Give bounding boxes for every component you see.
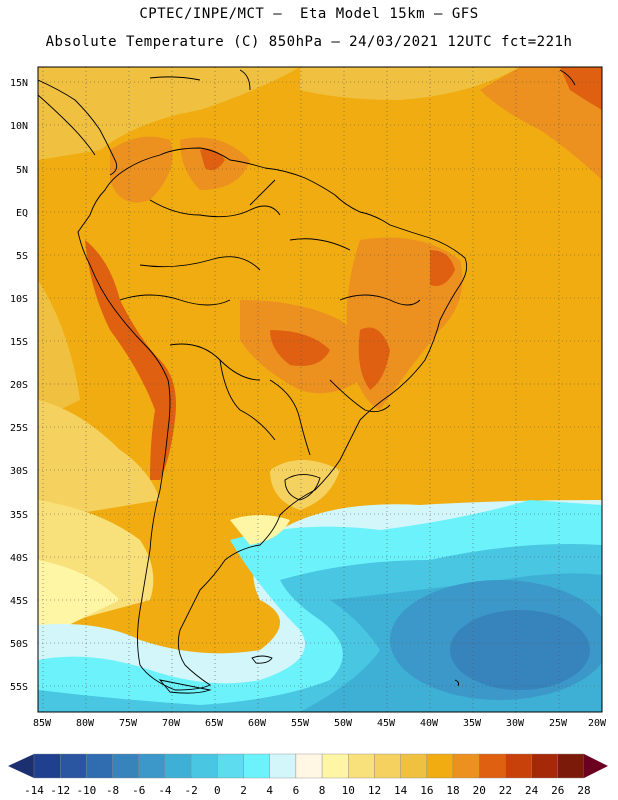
latitude-labels: 15N 10N 5N EQ 5S 10S 15S 20S 25S 30S 35S… <box>10 78 28 693</box>
colorbar-label: -6 <box>132 784 145 797</box>
lon-label: 55W <box>291 718 310 729</box>
lon-label: 25W <box>549 718 568 729</box>
colorbar-swatch <box>479 753 506 779</box>
colorbar-swatch <box>374 753 401 779</box>
colorbar-swatch <box>269 753 297 779</box>
temperature-field <box>38 67 602 712</box>
lon-label: 20W <box>588 718 607 729</box>
lat-label: 10N <box>10 121 28 132</box>
colorbar-swatch <box>321 753 349 779</box>
lat-label: 35S <box>10 510 28 521</box>
colorbar-label: 4 <box>266 784 273 797</box>
colorbar-label: 2 <box>240 784 247 797</box>
lat-label: 5N <box>16 165 28 176</box>
map-frame <box>37 66 603 713</box>
colorbar: -14 -12 -10 -8 -6 -4 -2 0 2 4 6 8 10 12 14 16 18 20 22 24 26… <box>8 753 608 797</box>
lon-label: 75W <box>119 718 138 729</box>
colorbar-label: -4 <box>158 784 172 797</box>
coastlines <box>38 69 576 694</box>
lat-label: 15N <box>10 78 28 89</box>
lat-label: 25S <box>10 423 28 434</box>
colorbar-swatch <box>295 753 323 779</box>
lon-label: 35W <box>463 718 482 729</box>
colorbar-label: -2 <box>185 784 198 797</box>
colorbar-swatch <box>400 753 428 779</box>
colorbar-label: 18 <box>446 784 459 797</box>
colorbar-label: 8 <box>319 784 326 797</box>
lon-label: 70W <box>162 718 181 729</box>
colorbar-swatch <box>348 753 375 779</box>
lat-label: 15S <box>10 337 28 348</box>
lon-label: 80W <box>76 718 95 729</box>
colorbar-swatch <box>190 753 218 779</box>
lat-label: 10S <box>10 294 28 305</box>
colorbar-min-arrow <box>8 754 34 778</box>
colorbar-label: 20 <box>473 784 486 797</box>
lat-label: EQ <box>16 208 28 219</box>
longitude-labels: 85W 80W 75W 70W 65W 60W 55W 50W 45W 40W … <box>33 718 607 729</box>
lat-label: 30S <box>10 466 28 477</box>
colorbar-label: 0 <box>214 784 221 797</box>
colorbar-swatch <box>164 753 192 779</box>
colorbar-swatch <box>86 753 113 779</box>
lon-label: 60W <box>248 718 267 729</box>
chart-title: CPTEC/INPE/MCT – Eta Model 15km – GFS <box>139 6 479 22</box>
colorbar-swatch <box>243 753 270 779</box>
colorbar-swatch <box>112 753 139 779</box>
colorbar-label: -12 <box>50 784 70 797</box>
lat-label: 50S <box>10 639 28 650</box>
colorbar-label: 22 <box>499 784 512 797</box>
colorbar-label: 12 <box>368 784 381 797</box>
lon-label: 50W <box>334 718 353 729</box>
colorbar-swatch <box>59 753 87 779</box>
colorbar-max-arrow <box>584 754 608 778</box>
lon-label: 45W <box>377 718 396 729</box>
lat-label: 55S <box>10 682 28 693</box>
colorbar-label: -14 <box>24 784 44 797</box>
colorbar-label: 28 <box>577 784 590 797</box>
chart-subtitle: Absolute Temperature (C) 850hPa – 24/03/… <box>45 34 573 50</box>
lon-label: 85W <box>33 718 52 729</box>
lon-label: 30W <box>506 718 525 729</box>
colorbar-label: -8 <box>106 784 119 797</box>
lon-label: 40W <box>420 718 439 729</box>
colorbar-label: -10 <box>76 784 96 797</box>
colorbar-swatch <box>138 753 166 779</box>
colorbar-label: 14 <box>394 784 408 797</box>
colorbar-label: 10 <box>342 784 355 797</box>
colorbar-swatch <box>557 753 585 779</box>
colorbar-swatch <box>531 753 559 779</box>
colorbar-swatch <box>505 753 532 779</box>
lat-label: 5S <box>16 251 28 262</box>
lat-label: 20S <box>10 380 28 391</box>
lat-label: 40S <box>10 553 28 564</box>
colorbar-label: 6 <box>293 784 300 797</box>
colorbar-label: 26 <box>551 784 564 797</box>
colorbar-swatch <box>217 753 244 779</box>
colorbar-swatch <box>426 753 454 779</box>
colorbar-label: 16 <box>420 784 433 797</box>
colorbar-swatch <box>33 753 61 779</box>
colorbar-swatch <box>452 753 480 779</box>
lat-label: 45S <box>10 596 28 607</box>
lon-label: 65W <box>205 718 224 729</box>
colorbar-label: 24 <box>525 784 539 797</box>
